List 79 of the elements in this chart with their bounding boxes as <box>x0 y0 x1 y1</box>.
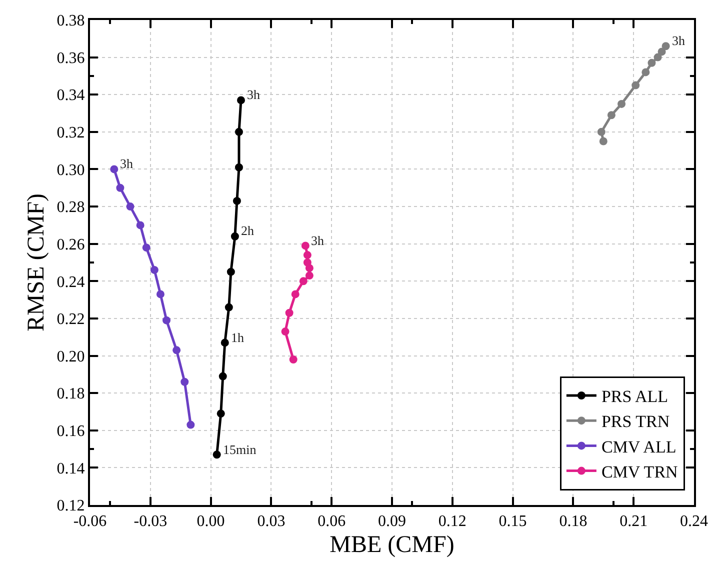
y-tick-label: 0.32 <box>56 124 85 142</box>
legend-label: CMV TRN <box>601 462 678 482</box>
point <box>642 68 650 76</box>
x-axis-title: MBE (CMF) <box>330 532 454 558</box>
point <box>234 163 243 172</box>
point <box>232 196 241 205</box>
annotation: 1h <box>231 330 244 345</box>
point <box>126 202 134 211</box>
point <box>654 53 662 62</box>
x-tick-label: 0.09 <box>378 513 406 530</box>
point <box>301 242 310 250</box>
point <box>216 410 225 418</box>
point <box>618 100 626 108</box>
point <box>224 303 233 312</box>
point <box>289 356 298 364</box>
annotation: 3h <box>247 87 260 102</box>
x-tick-label: 0.06 <box>318 513 346 530</box>
point <box>237 96 245 104</box>
annotation: 3h <box>311 233 324 248</box>
y-axis-title: RMSE (CMF) <box>23 193 50 332</box>
point <box>285 308 294 317</box>
x-tick-label: -0.06 <box>73 513 107 530</box>
point <box>597 128 606 136</box>
point <box>110 165 118 174</box>
legend-label: CMV ALL <box>601 437 676 456</box>
point <box>658 48 666 56</box>
point <box>662 42 670 50</box>
y-tick-label: 0.14 <box>56 460 85 478</box>
point <box>607 111 616 120</box>
point <box>156 290 164 298</box>
annotation: 15min <box>223 442 257 457</box>
y-tick-label: 0.18 <box>56 386 85 403</box>
point <box>599 137 608 146</box>
point <box>172 346 181 354</box>
point <box>281 328 290 336</box>
x-tick-label: 0.12 <box>438 513 466 530</box>
y-tick-label: 0.24 <box>56 274 85 291</box>
point <box>116 184 124 192</box>
y-tick-label: 0.30 <box>56 162 85 179</box>
y-tick-label: 0.20 <box>56 348 85 366</box>
x-tick-label: 0.03 <box>257 513 286 530</box>
y-tick-label: 0.36 <box>56 50 85 67</box>
point <box>162 316 171 324</box>
y-tick-label: 0.12 <box>56 498 85 515</box>
point <box>230 232 239 240</box>
annotation: 3h <box>672 33 686 48</box>
y-tick-label: 0.26 <box>56 236 85 254</box>
point <box>136 221 144 230</box>
y-tick-label: 0.34 <box>56 87 85 104</box>
legend-label: PRS TRN <box>601 412 670 432</box>
point <box>212 450 221 459</box>
point <box>303 258 312 266</box>
x-tick-label: 0.00 <box>196 513 225 530</box>
y-tick-label: 0.22 <box>56 311 85 328</box>
annotation: 3h <box>120 156 134 171</box>
point <box>299 277 308 286</box>
point <box>305 272 314 280</box>
x-tick-label: 0.21 <box>620 513 648 530</box>
x-tick-label: 0.24 <box>680 513 708 530</box>
point <box>291 290 300 298</box>
point <box>142 244 150 252</box>
y-tick-label: 0.28 <box>56 199 85 216</box>
point <box>234 128 243 136</box>
point <box>226 268 235 276</box>
point <box>150 266 158 274</box>
y-tick-label: 0.16 <box>56 422 85 440</box>
legend-label: PRS ALL <box>601 387 668 406</box>
point <box>186 420 195 429</box>
point <box>180 378 189 386</box>
y-tick-label: 0.38 <box>56 12 85 30</box>
point <box>648 58 656 67</box>
x-tick-label: 0.18 <box>559 513 588 530</box>
point <box>303 251 312 260</box>
point <box>632 81 640 90</box>
x-tick-label: 0.15 <box>498 513 527 530</box>
x-tick-label: -0.03 <box>134 513 168 530</box>
annotation: 2h <box>241 223 254 238</box>
point <box>218 372 227 380</box>
point <box>220 338 229 347</box>
